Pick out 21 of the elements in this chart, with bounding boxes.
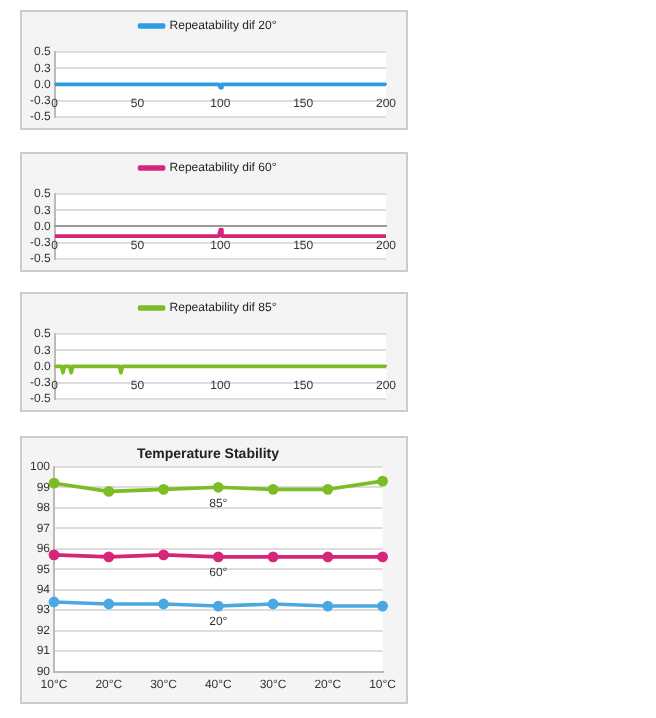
point [267, 551, 279, 563]
point [103, 485, 115, 497]
point [322, 600, 334, 612]
point [322, 551, 334, 563]
point [48, 477, 60, 489]
point [377, 600, 388, 612]
point [48, 549, 60, 561]
point [267, 483, 279, 495]
point [158, 549, 169, 561]
point [212, 551, 224, 563]
point [158, 598, 169, 610]
point [322, 483, 334, 495]
point [158, 483, 169, 495]
point [377, 475, 388, 487]
point [267, 598, 279, 610]
point [212, 481, 224, 493]
point [212, 600, 224, 612]
point [103, 551, 115, 563]
point [377, 551, 388, 563]
point [103, 598, 115, 610]
point [48, 596, 60, 608]
